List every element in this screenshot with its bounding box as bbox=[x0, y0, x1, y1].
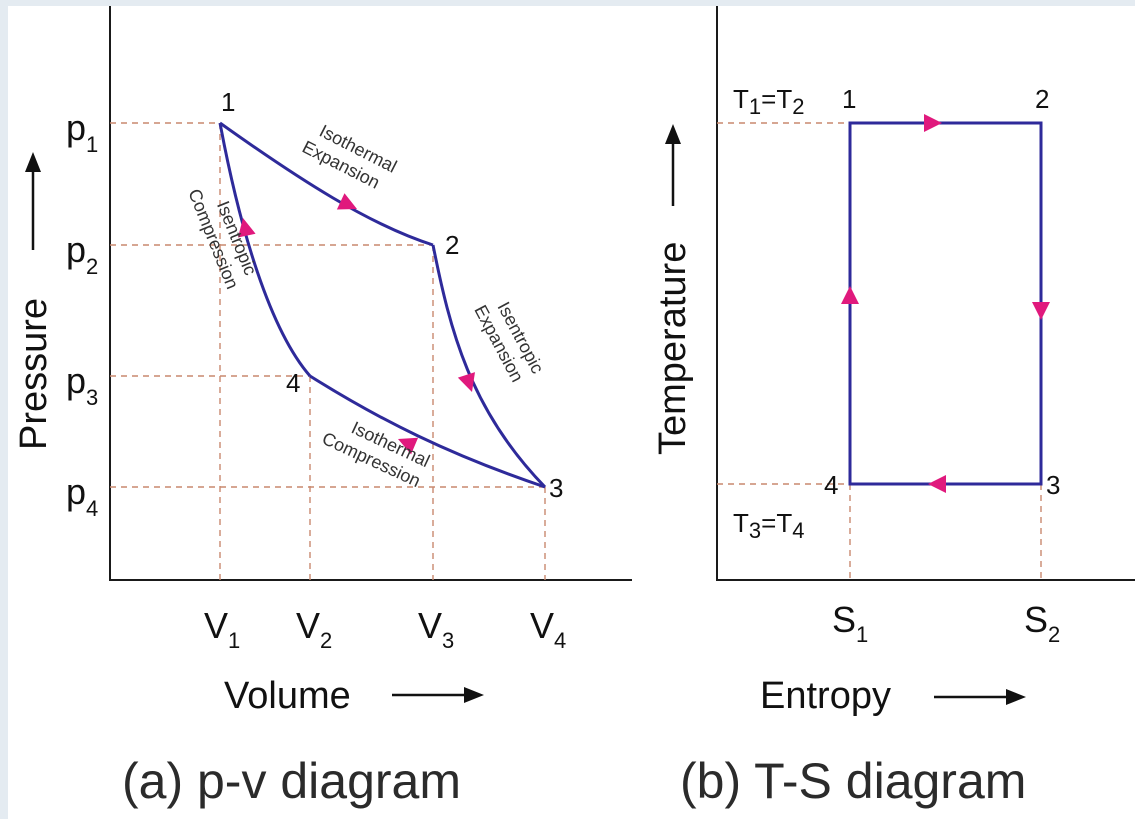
pv-tick-v2: V2 bbox=[296, 605, 332, 653]
pv-label-isentropic-compression: Isentropic Compression bbox=[184, 178, 263, 292]
ts-tick-s2: S2 bbox=[1024, 599, 1060, 647]
ts-diagram: 1 2 3 4 T1=T2 T3=T4 S1 S2 Temperature En… bbox=[652, 6, 1135, 809]
ts-arrow-4-1 bbox=[841, 286, 859, 304]
pv-y-axis-arrowhead bbox=[25, 152, 41, 172]
ts-tick-s1: S1 bbox=[832, 599, 868, 647]
pv-caption: (a) p-v diagram bbox=[122, 753, 461, 809]
pv-x-axis-arrowhead bbox=[464, 687, 484, 703]
page-border-top bbox=[0, 0, 1135, 6]
pv-arrow-2-3 bbox=[457, 372, 475, 392]
ts-arrow-2-3 bbox=[1032, 302, 1050, 320]
ts-point-1: 1 bbox=[842, 84, 856, 114]
pv-pressure-ticks: p1 p2 p3 p4 bbox=[66, 107, 98, 521]
pv-tick-p4: p4 bbox=[66, 471, 98, 521]
ts-axes bbox=[716, 6, 1135, 581]
pv-tick-p1: p1 bbox=[66, 107, 98, 157]
ts-x-axis-arrowhead bbox=[1006, 689, 1026, 705]
pv-isothermal-compression-curve bbox=[309, 374, 546, 489]
ts-point-3: 3 bbox=[1046, 470, 1060, 500]
ts-temp-label-top: T1=T2 bbox=[733, 84, 804, 119]
ts-guides bbox=[717, 122, 1042, 580]
pv-label-isentropic-expansion: Isentropic Expansion bbox=[470, 291, 550, 391]
ts-entropy-ticks: S1 S2 bbox=[832, 599, 1060, 647]
pv-tick-v4: V4 bbox=[530, 605, 566, 653]
pv-isentropic-compression-curve bbox=[218, 122, 312, 377]
ts-temp-label-bottom: T3=T4 bbox=[733, 508, 804, 543]
pv-point-4: 4 bbox=[286, 368, 300, 398]
pv-volume-ticks: V1 V2 V3 V4 bbox=[204, 605, 566, 653]
pv-label-isothermal-compression: Isothermal Compression bbox=[319, 408, 437, 493]
ts-y-axis-title: Temperature bbox=[652, 242, 694, 455]
pv-arrow-1-2 bbox=[336, 193, 357, 210]
pv-y-axis-title: Pressure bbox=[13, 298, 55, 450]
pv-point-2: 2 bbox=[445, 230, 459, 260]
pv-tick-p3: p3 bbox=[66, 360, 98, 410]
pv-isentropic-expansion-curve bbox=[431, 244, 547, 489]
ts-y-axis-arrowhead bbox=[665, 124, 681, 144]
ts-arrow-3-4 bbox=[928, 475, 946, 493]
pv-tick-v1: V1 bbox=[204, 605, 240, 653]
pv-diagram: 1 2 3 4 Isothermal Expansion Isentropic … bbox=[13, 6, 632, 809]
ts-cycle-rectangle bbox=[848, 121, 1043, 486]
pv-tick-v3: V3 bbox=[418, 605, 454, 653]
pv-guides bbox=[110, 122, 546, 580]
pv-arrow-4-1 bbox=[237, 218, 256, 238]
pv-isothermal-expansion-curve bbox=[219, 121, 434, 247]
ts-arrow-1-2 bbox=[924, 114, 942, 132]
pv-axes bbox=[109, 6, 632, 581]
page-border-left bbox=[0, 0, 8, 819]
pv-point-1: 1 bbox=[221, 87, 235, 117]
pv-arrow-3-4 bbox=[398, 437, 419, 455]
ts-x-axis-title: Entropy bbox=[760, 675, 891, 717]
ts-point-4: 4 bbox=[824, 470, 838, 500]
pv-point-3: 3 bbox=[549, 473, 563, 503]
ts-caption: (b) T-S diagram bbox=[680, 753, 1026, 809]
pv-x-axis-title: Volume bbox=[224, 675, 351, 717]
ts-point-2: 2 bbox=[1035, 84, 1049, 114]
pv-tick-p2: p2 bbox=[66, 229, 98, 279]
